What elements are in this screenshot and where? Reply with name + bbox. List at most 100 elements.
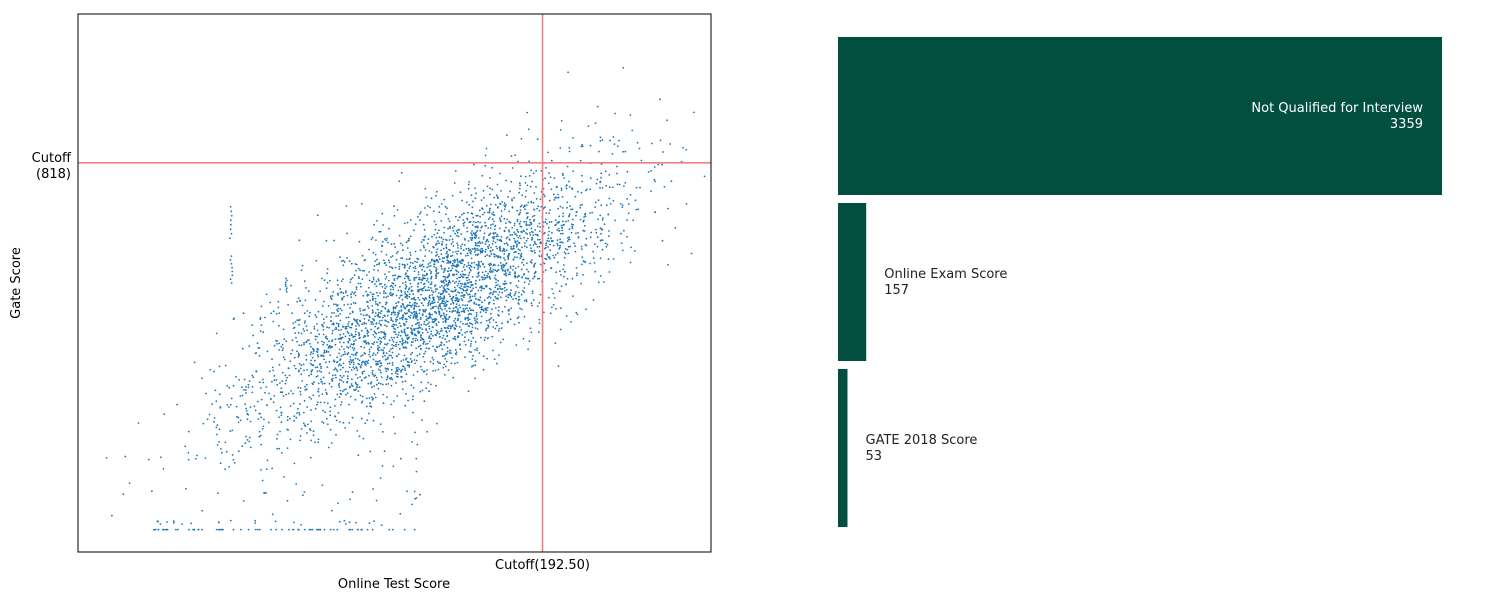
scatter-point: [485, 240, 487, 243]
scatter-point: [458, 311, 461, 314]
scatter-point: [604, 170, 607, 173]
scatter-point: [500, 288, 503, 291]
scatter-point: [504, 205, 507, 208]
scatter-point: [532, 299, 535, 301]
scatter-point: [538, 238, 541, 241]
scatter-point: [477, 274, 480, 277]
scatter-point: [547, 234, 550, 237]
scatter-point: [455, 303, 458, 305]
scatter-point: [382, 402, 385, 405]
scatter-point: [380, 376, 383, 378]
scatter-point: [516, 209, 518, 212]
scatter-point: [445, 310, 448, 312]
scatter-point: [292, 528, 295, 531]
scatter-point: [384, 337, 386, 340]
scatter-point: [377, 311, 380, 314]
scatter-point: [417, 289, 420, 291]
scatter-point: [289, 405, 292, 407]
scatter-point: [352, 361, 355, 364]
scatter-point: [493, 196, 496, 199]
scatter-point: [306, 329, 308, 332]
scatter-point: [478, 240, 481, 243]
scatter-point: [493, 228, 496, 231]
scatter-point: [496, 235, 499, 238]
scatter-point: [472, 216, 475, 219]
scatter-point: [430, 271, 433, 273]
scatter-point: [685, 149, 688, 151]
scatter-point: [452, 229, 455, 232]
scatter-point: [685, 203, 688, 205]
scatter-point: [342, 333, 345, 335]
scatter-point: [448, 293, 450, 296]
scatter-point: [718, 168, 720, 170]
scatter-point: [305, 341, 308, 344]
scatter-point: [374, 354, 377, 356]
scatter-point: [355, 351, 358, 354]
scatter-point: [558, 215, 561, 218]
scatter-point: [430, 302, 432, 305]
scatter-point: [371, 342, 374, 345]
scatter-point: [480, 305, 483, 308]
scatter-point: [415, 276, 418, 279]
scatter-point: [398, 312, 400, 315]
scatter-point: [285, 277, 287, 280]
scatter-point: [239, 419, 242, 422]
scatter-point: [477, 266, 480, 269]
scatter-point: [361, 371, 364, 374]
scatter-point: [589, 212, 591, 214]
scatter-point: [338, 378, 341, 381]
scatter-point: [366, 397, 368, 400]
scatter-point: [381, 212, 384, 215]
scatter-point: [355, 388, 357, 391]
scatter-point: [429, 269, 431, 272]
scatter-point: [339, 392, 342, 395]
scatter-point: [520, 137, 523, 140]
scatter-point: [339, 374, 342, 377]
scatter-point: [548, 221, 551, 224]
scatter-point: [601, 248, 604, 251]
scatter-point: [490, 312, 492, 315]
scatter-point: [392, 323, 395, 326]
scatter-point: [535, 169, 538, 172]
scatter-point: [385, 296, 388, 299]
scatter-point: [428, 347, 430, 350]
scatter-point: [363, 309, 366, 311]
scatter-point: [402, 282, 404, 284]
scatter-point: [517, 280, 520, 282]
scatter-point: [570, 223, 573, 226]
scatter-point: [561, 229, 564, 232]
scatter-point: [407, 399, 409, 402]
scatter-point: [309, 456, 312, 459]
scatter-point: [449, 295, 451, 298]
scatter-point: [551, 288, 553, 290]
scatter-point: [342, 259, 345, 262]
scatter-point: [511, 226, 514, 229]
scatter-point: [429, 265, 432, 267]
scatter-point: [430, 317, 432, 319]
scatter-point: [445, 303, 448, 306]
scatter-point: [476, 275, 478, 278]
scatter-point: [547, 246, 549, 248]
scatter-point: [342, 362, 345, 365]
scatter-point: [340, 355, 343, 357]
scatter-point: [491, 218, 494, 221]
scatter-point: [449, 324, 451, 327]
scatter-point: [481, 278, 484, 281]
scatter-point: [475, 263, 478, 266]
scatter-point: [381, 465, 384, 467]
scatter-point: [474, 322, 477, 324]
scatter-point: [436, 232, 439, 235]
scatter-point: [444, 353, 447, 356]
scatter-point: [467, 249, 470, 252]
scatter-point: [438, 292, 440, 294]
scatter-point: [515, 344, 518, 346]
scatter-point: [327, 351, 330, 353]
scatter-point: [563, 275, 565, 278]
scatter-point: [503, 229, 506, 232]
scatter-point: [583, 230, 586, 232]
scatter-point: [503, 208, 506, 211]
scatter-point: [466, 217, 468, 220]
scatter-point: [599, 214, 602, 217]
scatter-point: [287, 303, 289, 306]
scatter-point: [442, 366, 445, 369]
